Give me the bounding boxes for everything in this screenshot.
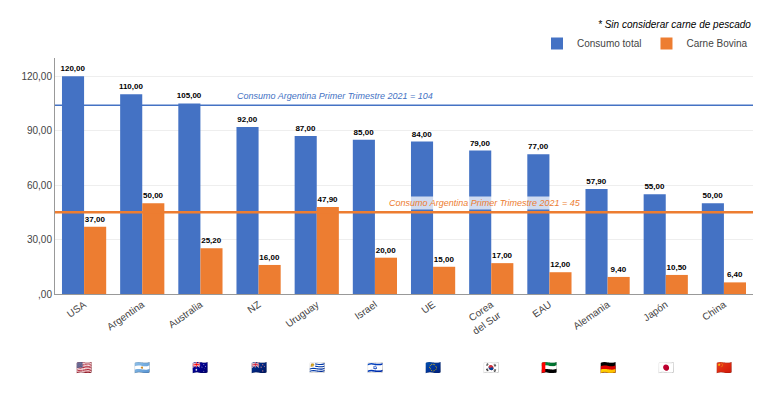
svg-text:Coreadel Sur: Coreadel Sur: [463, 298, 503, 336]
svg-text:🇦🇺: 🇦🇺: [192, 360, 208, 375]
svg-text:110,00: 110,00: [119, 82, 144, 91]
svg-text:Consumo Argentina Primer Trime: Consumo Argentina Primer Trimestre 2021 …: [237, 91, 433, 101]
svg-text:60,00: 60,00: [27, 180, 52, 191]
svg-text:12,00: 12,00: [550, 260, 571, 269]
svg-text:47,90: 47,90: [318, 195, 339, 204]
svg-text:,00: ,00: [38, 289, 52, 300]
svg-text:🇳🇿: 🇳🇿: [251, 360, 267, 375]
svg-text:UE: UE: [419, 299, 437, 316]
svg-text:Australia: Australia: [166, 298, 205, 330]
svg-text:30,00: 30,00: [27, 234, 52, 245]
svg-text:Argentina: Argentina: [105, 298, 147, 332]
svg-text:🇰🇷: 🇰🇷: [483, 360, 499, 375]
svg-text:USA: USA: [65, 299, 88, 320]
svg-text:🇺🇾: 🇺🇾: [309, 360, 325, 375]
svg-text:9,40: 9,40: [611, 265, 627, 274]
svg-text:🇦🇪: 🇦🇪: [541, 360, 557, 375]
svg-text:87,00: 87,00: [295, 124, 316, 133]
svg-text:10,50: 10,50: [667, 263, 688, 272]
svg-text:🇯🇵: 🇯🇵: [658, 360, 674, 375]
svg-text:🇦🇷: 🇦🇷: [134, 360, 150, 375]
svg-text:Consumo Argentina Primer Trime: Consumo Argentina Primer Trimestre 2021 …: [389, 198, 581, 208]
svg-text:57,90: 57,90: [586, 177, 607, 186]
svg-text:37,00: 37,00: [85, 215, 106, 224]
svg-text:🇺🇸: 🇺🇸: [76, 360, 92, 375]
svg-text:* Sin considerar carne de pesc: * Sin considerar carne de pescado: [598, 19, 751, 30]
svg-text:120,00: 120,00: [61, 64, 86, 73]
svg-text:50,00: 50,00: [143, 191, 164, 200]
svg-text:85,00: 85,00: [354, 128, 375, 137]
svg-text:92,00: 92,00: [237, 115, 258, 124]
svg-text:17,00: 17,00: [492, 251, 513, 260]
svg-text:Carne Bovina: Carne Bovina: [686, 38, 747, 49]
svg-text:120,00: 120,00: [21, 71, 52, 82]
svg-text:🇩🇪: 🇩🇪: [600, 360, 616, 375]
svg-text:Japón: Japón: [641, 299, 670, 324]
svg-text:EAU: EAU: [530, 299, 553, 320]
svg-text:25,20: 25,20: [201, 236, 222, 245]
svg-text:79,00: 79,00: [470, 139, 491, 148]
svg-text:15,00: 15,00: [434, 255, 455, 264]
svg-text:🇮🇱: 🇮🇱: [367, 360, 383, 375]
svg-text:Consumo total: Consumo total: [577, 38, 641, 49]
svg-text:105,00: 105,00: [177, 91, 202, 100]
svg-text:84,00: 84,00: [412, 130, 433, 139]
svg-text:Uruguay: Uruguay: [283, 299, 320, 330]
svg-text:16,00: 16,00: [259, 253, 280, 262]
svg-text:20,00: 20,00: [376, 246, 397, 255]
svg-text:NZ: NZ: [245, 299, 262, 316]
svg-text:90,00: 90,00: [27, 125, 52, 136]
svg-text:Israel: Israel: [353, 299, 379, 322]
svg-text:50,00: 50,00: [703, 191, 724, 200]
svg-text:🇨🇳: 🇨🇳: [716, 360, 732, 375]
svg-text:55,00: 55,00: [644, 182, 665, 191]
svg-text:Alemania: Alemania: [571, 298, 612, 331]
svg-text:🇪🇺: 🇪🇺: [425, 360, 441, 375]
svg-text:6,40: 6,40: [727, 270, 743, 279]
svg-text:China: China: [700, 298, 728, 322]
svg-text:77,00: 77,00: [528, 142, 549, 151]
